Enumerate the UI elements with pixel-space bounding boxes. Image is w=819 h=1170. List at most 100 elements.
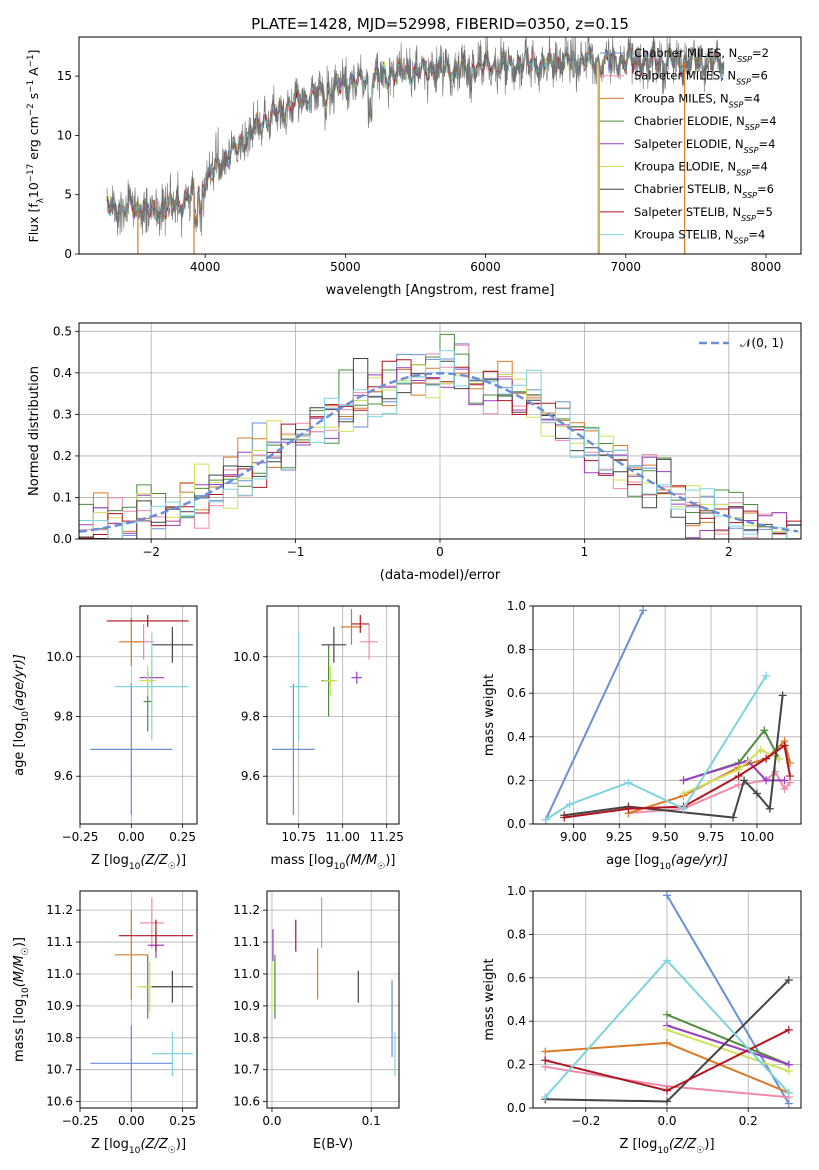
y-axis-label: mass [log10(M/M☉)]: [12, 937, 31, 1062]
x-tick-label: 2: [725, 545, 733, 559]
weight-point-marker: [663, 1097, 671, 1106]
weight-point-marker: [663, 1038, 671, 1047]
panel-age-Z: −0.25 0.00 0.25 9.6 9.8 10.0 Z [log10(Z/Z☉)] ag…: [12, 605, 198, 872]
y-tick-label: 11.1: [46, 935, 73, 949]
y-tick-label: 0.0: [53, 532, 72, 546]
weight-point-marker: [541, 1056, 550, 1065]
weight-point-marker: [729, 813, 738, 822]
y-tick-label: 10.0: [46, 650, 73, 664]
y-tick-label: 11.0: [46, 967, 73, 981]
y-tick-label: 0.6: [507, 971, 526, 985]
x-tick-label: 4000: [190, 260, 221, 274]
axes-frame: [532, 605, 802, 825]
x-tick-label: −0.25: [62, 1114, 99, 1128]
x-tick-label: −0.2: [571, 1114, 600, 1128]
histogram-step-line: [79, 350, 801, 539]
y-tick-label: 10.9: [46, 999, 73, 1013]
legend-label: Chabrier STELIB, NSSP=6: [634, 182, 774, 200]
y-axis-label: mass weight: [482, 958, 497, 1040]
y-tick-label: 9.6: [54, 769, 73, 783]
weight-series-line: [683, 748, 780, 795]
y-axis-label: Normed distribution: [27, 366, 42, 496]
weight-point-marker: [663, 1010, 671, 1019]
weight-point-marker: [560, 813, 569, 822]
y-tick-label: 10.0: [233, 650, 260, 664]
weight-point-marker: [780, 741, 789, 750]
y-tick-label: 1.0: [507, 884, 526, 898]
weight-point-marker: [780, 785, 789, 794]
weight-point-marker: [624, 778, 633, 787]
gaussian-curve: [79, 372, 799, 533]
weight-point-marker: [663, 956, 671, 965]
y-tick-label: 15: [57, 69, 72, 83]
axes-frame: [78, 36, 802, 255]
y-tick-label: 10.9: [233, 999, 260, 1013]
histogram-step-line: [79, 364, 801, 539]
panel-weight-Z: −0.2 0.0 0.2 0.0 0.2 0.4 0.6 0.8 1.0 Z [log10(Z/Z…: [482, 884, 802, 1156]
y-tick-label: 10.8: [46, 1031, 73, 1045]
y-tick-label: 9.8: [241, 709, 260, 723]
weight-point-marker: [784, 1088, 793, 1097]
weight-series-line: [666, 1028, 790, 1073]
y-tick-label: 0.4: [53, 366, 72, 380]
weight-point-marker: [679, 789, 688, 798]
weight-point-marker: [765, 804, 774, 813]
weight-point-marker: [780, 776, 789, 785]
weight-point-marker: [663, 891, 671, 900]
plot-area-age-mass: [267, 606, 399, 824]
axes-frame: [532, 890, 802, 1109]
x-axis-label: E(B-V): [313, 1137, 353, 1152]
y-tick-label: 0.2: [507, 1058, 526, 1072]
weight-point-marker: [565, 800, 574, 809]
weight-series-line: [544, 609, 645, 821]
y-tick-label: 0.0: [507, 817, 526, 831]
axes-frame: [79, 890, 198, 1109]
axes-frame: [266, 605, 400, 825]
plot-area-residuals: [79, 323, 801, 539]
y-tick-label: 10.7: [46, 1063, 73, 1077]
panel-mass-EBV: 0.0 0.1 10.6 10.7 10.8 10.9 11.0 11.1 11.2 E(B-V): [233, 890, 400, 1152]
x-tick-label: 9.50: [652, 830, 679, 844]
x-tick-label: 5000: [330, 260, 361, 274]
y-tick-label: 0.4: [507, 1014, 526, 1028]
weight-point-marker: [663, 1086, 671, 1095]
axes-frame: [78, 322, 802, 540]
weight-point-marker: [784, 1025, 793, 1034]
weight-point-marker: [679, 804, 688, 813]
y-tick-label: 1.0: [507, 599, 526, 613]
x-tick-label: 0.0: [657, 1114, 676, 1128]
y-tick-label: 11.1: [233, 935, 260, 949]
x-tick-label: 0.25: [169, 1114, 196, 1128]
weight-series-line: [683, 759, 785, 782]
y-tick-label: 11.2: [46, 903, 73, 917]
spectrum-data-line: [106, 37, 725, 238]
y-tick-label: 10.8: [233, 1031, 260, 1045]
x-tick-label: 6000: [470, 260, 501, 274]
weight-point-marker: [778, 691, 787, 700]
y-tick-label: 10: [57, 128, 72, 142]
legend-label: Chabrier MILES, NSSP=2: [634, 46, 769, 64]
x-tick-label: 0.2: [739, 1114, 758, 1128]
x-tick-label: 10.00: [740, 830, 774, 844]
weight-point-marker: [734, 780, 743, 789]
y-tick-label: 9.8: [54, 709, 73, 723]
weight-point-marker: [762, 671, 771, 680]
weight-point-marker: [762, 754, 771, 763]
legend-label: Kroupa STELIB, NSSP=4: [634, 228, 765, 246]
x-tick-label: 0.1: [362, 1114, 381, 1128]
figure-title: PLATE=1428, MJD=52998, FIBERID=0350, z=0…: [251, 15, 629, 33]
weight-point-marker: [756, 745, 765, 754]
weight-point-marker: [784, 1067, 793, 1076]
plot-area-spectrum: [106, 37, 725, 254]
axes-frame: [266, 890, 400, 1109]
y-tick-label: 10.7: [233, 1063, 260, 1077]
weight-point-marker: [752, 789, 761, 798]
y-tick-label: 0.8: [507, 643, 526, 657]
x-tick-label: 11.25: [370, 830, 404, 844]
plot-area-mass-Z: [80, 891, 197, 1108]
legend-label: Chabrier ELODIE, NSSP=4: [634, 114, 777, 132]
y-axis-label: age [log10(age/yr)]: [12, 654, 31, 776]
y-tick-label: 10.6: [233, 1095, 260, 1109]
x-tick-label: 0.25: [169, 830, 196, 844]
